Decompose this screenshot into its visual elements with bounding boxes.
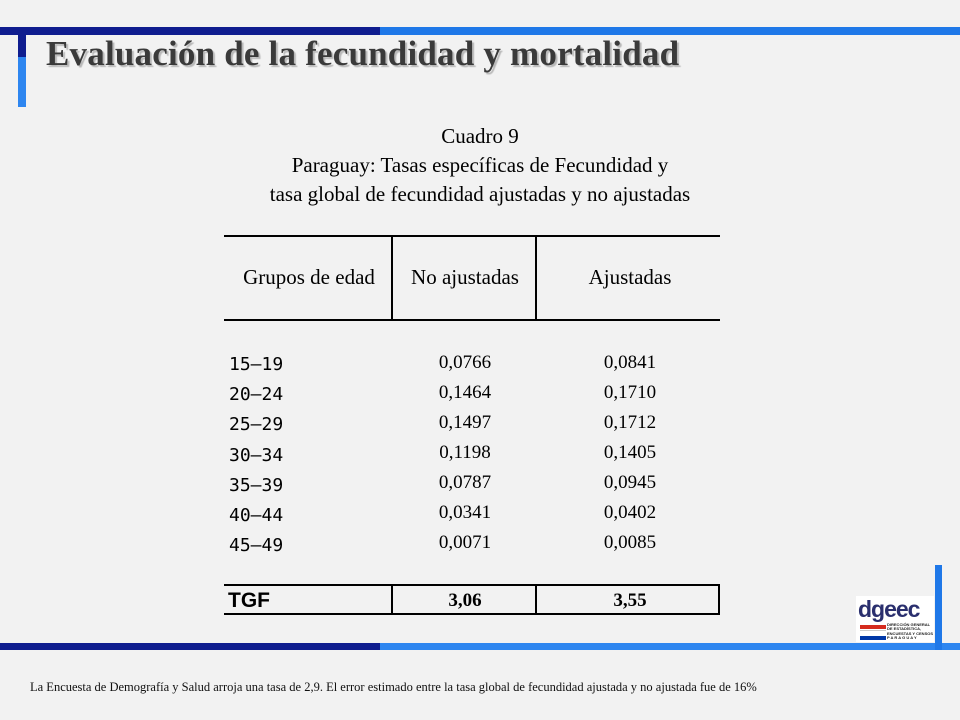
row-age: 35–39 xyxy=(229,475,284,496)
logo-wordmark: dgeec xyxy=(858,596,920,622)
right-accent-bar xyxy=(935,565,942,650)
table-caption-line: Paraguay: Tasas específicas de Fecundida… xyxy=(291,153,669,177)
total-ajustadas: 3,55 xyxy=(613,590,647,611)
bottom-accent-bar-light xyxy=(380,643,960,650)
total-no-ajustadas: 3,06 xyxy=(448,590,482,611)
row-ajustadas: 0,0085 xyxy=(603,532,657,553)
stripe-red xyxy=(860,625,886,629)
logo-line: ENCUESTAS Y CENSOS xyxy=(887,630,934,636)
left-accent-bar xyxy=(18,27,26,57)
table-divider xyxy=(391,235,393,321)
row-no-ajustadas: 0,0787 xyxy=(438,472,492,493)
total-rule-top xyxy=(224,584,720,586)
logo-line: P A R A G U A Y xyxy=(887,635,917,641)
row-ajustadas: 0,0945 xyxy=(603,472,657,493)
top-accent-bar xyxy=(0,27,380,35)
column-header-ajustadas: Ajustadas xyxy=(588,265,672,289)
footnote: La Encuesta de Demografía y Salud arroja… xyxy=(30,680,757,694)
dgeec-logo: dgeec DIRECCIÓN GENERAL DE ESTADÍSTICA, … xyxy=(856,596,934,642)
row-ajustadas: 0,1712 xyxy=(603,412,657,433)
stripe-white xyxy=(860,630,886,635)
total-divider xyxy=(535,584,537,615)
row-no-ajustadas: 0,1497 xyxy=(438,412,492,433)
stripe-blue xyxy=(860,636,886,640)
row-age: 15–19 xyxy=(229,354,284,375)
flag-stripes-icon xyxy=(860,625,886,640)
row-ajustadas: 0,0402 xyxy=(603,502,657,523)
row-no-ajustadas: 0,0766 xyxy=(438,352,492,373)
left-accent-bar-light xyxy=(18,57,26,107)
row-no-ajustadas: 0,0341 xyxy=(438,502,492,523)
total-divider xyxy=(718,584,720,615)
row-no-ajustadas: 0,1464 xyxy=(438,382,492,403)
row-age: 45–49 xyxy=(229,535,284,556)
row-ajustadas: 0,1405 xyxy=(603,442,657,463)
slide-title: Evaluación de la fecundidad y mortalidad xyxy=(46,34,680,73)
logo-subtitle: DIRECCIÓN GENERAL DE ESTADÍSTICA, ENCUES… xyxy=(887,622,934,641)
table-rule-header xyxy=(224,319,720,321)
total-rule-bottom xyxy=(224,613,720,615)
column-header-no-ajustadas: No ajustadas xyxy=(411,265,519,289)
table-divider xyxy=(535,235,537,321)
column-header-age: Grupos de edad xyxy=(243,265,375,289)
row-ajustadas: 0,1710 xyxy=(603,382,657,403)
row-no-ajustadas: 0,1198 xyxy=(439,442,491,463)
row-age: 30–34 xyxy=(229,445,284,466)
total-label: TGF xyxy=(228,589,270,612)
table-caption-line: tasa global de fecundidad ajustadas y no… xyxy=(269,182,691,206)
row-no-ajustadas: 0,0071 xyxy=(438,532,492,553)
row-age: 40–44 xyxy=(229,505,284,526)
top-accent-bar-light xyxy=(380,27,960,35)
total-divider xyxy=(391,584,393,615)
bottom-accent-bar xyxy=(0,643,380,650)
row-age: 20–24 xyxy=(229,384,284,405)
table-caption-line: Cuadro 9 xyxy=(441,124,519,148)
row-ajustadas: 0,0841 xyxy=(603,352,657,373)
logo-line: DE ESTADÍSTICA, xyxy=(887,626,922,632)
row-age: 25–29 xyxy=(229,414,284,435)
logo-line: DIRECCIÓN GENERAL xyxy=(887,622,931,627)
table-rule-top xyxy=(224,235,720,237)
